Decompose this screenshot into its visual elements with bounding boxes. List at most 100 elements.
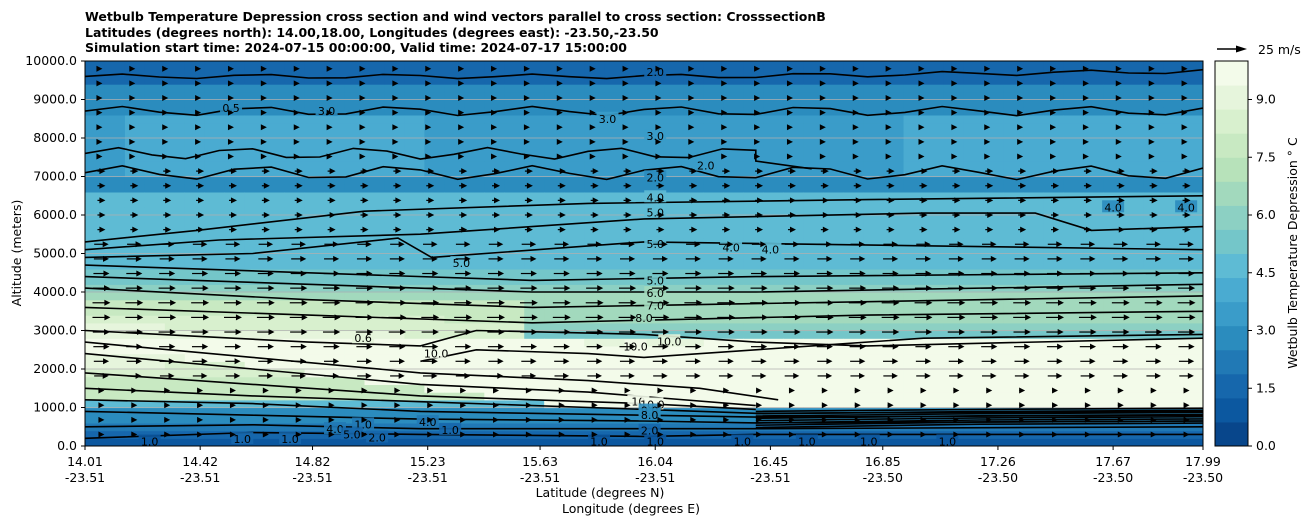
field-cell [1003, 207, 1024, 216]
field-cell [644, 184, 665, 193]
field-cell [524, 114, 545, 124]
field-cell [863, 114, 885, 124]
wind-vector-head [296, 182, 303, 189]
field-cell [763, 315, 785, 324]
field-cell [85, 230, 106, 239]
field-cell [923, 322, 945, 332]
contour-label-bg [658, 334, 681, 347]
field-cell [1023, 184, 1044, 193]
field-cell [723, 107, 745, 116]
field-cell [1063, 222, 1084, 231]
field-cell [843, 253, 865, 262]
field-cell [184, 345, 206, 355]
field-cell [663, 415, 685, 424]
wind-vector-head [819, 109, 826, 116]
field-cell [1143, 184, 1164, 193]
wind-vector-head [852, 153, 859, 160]
chart-title: Wetbulb Temperature Depression cross sec… [85, 9, 826, 56]
y-axis: 0.01000.02000.03000.04000.05000.06000.07… [25, 53, 85, 453]
field-cell [983, 207, 1004, 216]
field-cell [244, 330, 266, 339]
field-cell [1083, 222, 1104, 231]
wind-vector-head [559, 212, 566, 218]
field-cell [284, 407, 306, 416]
field-cell [1103, 114, 1124, 124]
wind-vector-head [1148, 124, 1155, 131]
field-cell [124, 191, 146, 201]
wind-vector-head [852, 65, 859, 72]
field-cell [344, 138, 366, 147]
wind-vector-head [1150, 431, 1157, 438]
wind-vector-head [688, 124, 695, 131]
wind-vector-head [888, 197, 895, 204]
field-cell [823, 138, 845, 147]
wind-vector-head [1024, 329, 1031, 336]
wind-vector-head [788, 387, 795, 394]
field-cell [104, 107, 126, 116]
field-cell [823, 315, 845, 324]
wind-vector-head [1156, 329, 1163, 336]
wind-vector-head [888, 212, 895, 218]
field-cell [384, 438, 406, 446]
field-cell [644, 230, 665, 239]
wind-vector-head [1155, 255, 1162, 262]
field-cell [564, 176, 585, 185]
field-cell [983, 369, 1004, 378]
field-cell [524, 99, 545, 108]
wind-vector-head [129, 80, 136, 87]
field-cell [144, 376, 166, 385]
wind-vector-head [1115, 138, 1122, 145]
field-cell [124, 384, 146, 393]
field-cell [624, 122, 645, 131]
wind-vector-head [1181, 109, 1188, 116]
field-cell [983, 307, 1004, 316]
field-cell [264, 438, 286, 446]
field-cell [1023, 207, 1044, 216]
contour-label: 1.0 [734, 435, 752, 448]
field-cell [803, 399, 825, 409]
x-tick-label-lat: 16.45 [753, 454, 789, 469]
field-cell [284, 422, 306, 432]
wind-vector-head [789, 226, 796, 233]
contour-label: 1.0 [798, 435, 816, 448]
field-cell [1183, 153, 1203, 162]
field-cell [903, 68, 925, 77]
wind-vector-head [491, 94, 498, 101]
wind-vector-head [1183, 416, 1190, 423]
field-cell [104, 184, 126, 193]
field-cell [963, 245, 984, 255]
wind-vector-head [1183, 402, 1190, 409]
field-cell [144, 253, 166, 262]
field-cell [983, 138, 1004, 147]
field-cell [743, 230, 765, 239]
field-cell [863, 322, 885, 332]
contour-label: 3.0 [646, 130, 664, 143]
wind-vector-head [464, 372, 471, 379]
wind-vector-head [663, 329, 670, 336]
wind-vector-head [165, 197, 172, 204]
field-cell [723, 99, 745, 108]
field-cell [663, 253, 685, 262]
field-cell [424, 322, 445, 332]
wind-vector-head [655, 65, 662, 72]
field-cell [1143, 438, 1164, 446]
field-cell [883, 438, 905, 446]
wind-vector-head [629, 343, 636, 350]
wind-vector-head [1084, 416, 1091, 423]
field-cell [624, 253, 645, 262]
field-cell [883, 222, 905, 231]
field-cell [384, 322, 406, 332]
field-cell [384, 184, 406, 193]
field-cell [164, 276, 186, 285]
wind-vector-head [395, 168, 402, 175]
wind-vector-head [696, 299, 703, 306]
field-cell [304, 245, 326, 255]
field-cell [104, 230, 126, 239]
field-cell [604, 222, 625, 231]
field-cell [663, 230, 685, 239]
field-cell [803, 68, 825, 77]
field-cell [324, 369, 346, 378]
field-cell [723, 292, 745, 301]
field-cell [584, 353, 605, 362]
field-cell [184, 361, 206, 370]
